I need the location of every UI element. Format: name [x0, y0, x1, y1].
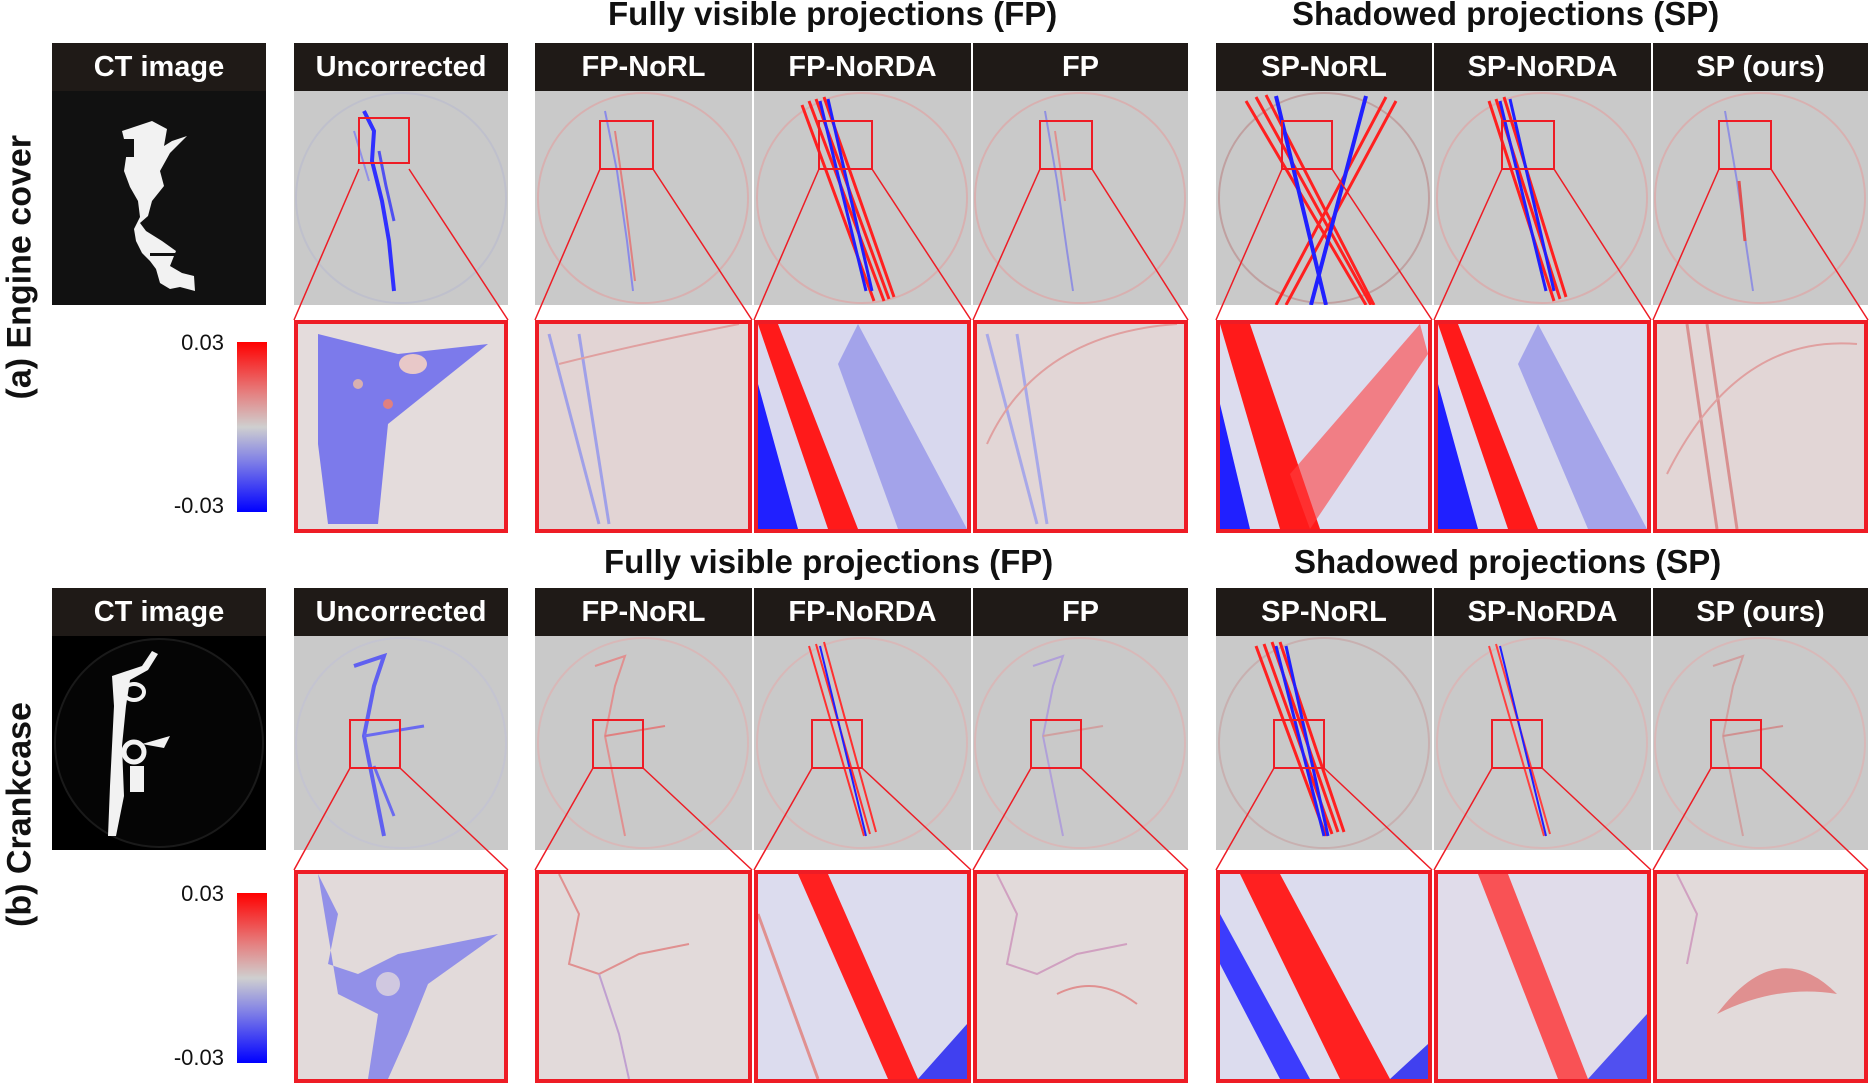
- col-header-fp-norl-a: FP-NoRL: [535, 43, 752, 91]
- panel-sp-ours-a: [1653, 91, 1868, 305]
- col-header-sp-norl-a: SP-NoRL: [1216, 43, 1432, 91]
- panel-sp-norl-a: [1216, 91, 1432, 305]
- col-header-sp-ours-b: SP (ours): [1653, 588, 1868, 636]
- zoom-sp-norda-b: [1434, 870, 1651, 1083]
- colorbar-min-label-a: -0.03: [173, 493, 224, 518]
- col-header-sp-norl-b: SP-NoRL: [1216, 588, 1432, 636]
- ct-shape-engine-cover: [122, 121, 195, 291]
- zoom-sp-norda-a: [1434, 320, 1651, 533]
- col-header-sp-norda-b: SP-NoRDA: [1434, 588, 1651, 636]
- zoom-fp-norl-a: [535, 320, 752, 533]
- ct-image-header-b: CT image: [52, 588, 266, 636]
- zoom-fp-norda-b: [754, 870, 971, 1083]
- col-header-sp-ours-a: SP (ours): [1653, 43, 1868, 91]
- ct-image-header-a: CT image: [52, 43, 266, 91]
- panel-sp-norda-b: [1434, 636, 1651, 850]
- row-label-crankcase: (b) Crankcase: [0, 702, 39, 927]
- group-title-fp-bottom: Fully visible projections (FP): [604, 543, 1054, 580]
- group-title-sp-top: Shadowed projections (SP): [1292, 0, 1720, 32]
- panel-uncorrected-b: [294, 636, 508, 850]
- zoom-uncorrected-b: [294, 870, 508, 1083]
- zoom-sp-norl-b: [1216, 870, 1432, 1083]
- col-header-fp-norda-b: FP-NoRDA: [754, 588, 971, 636]
- col-header-fp-b: FP: [973, 588, 1188, 636]
- panel-fp-b: [973, 636, 1188, 850]
- panel-uncorrected-a: [294, 91, 508, 305]
- zoom-fp-norl-b: [535, 870, 752, 1083]
- colorbar-max-label-b: 0.03: [181, 881, 224, 906]
- colorbar-max-label-a: 0.03: [181, 330, 224, 355]
- group-title-fp-top: Fully visible projections (FP): [608, 0, 1058, 32]
- colorbar-b: [237, 893, 267, 1063]
- col-header-uncorrected-a: Uncorrected: [294, 43, 508, 91]
- zoom-sp-ours-b: [1653, 870, 1868, 1083]
- panel-fp-norl-a: [535, 91, 752, 305]
- col-header-fp-norda-a: FP-NoRDA: [754, 43, 971, 91]
- col-header-fp-norl-b: FP-NoRL: [535, 588, 752, 636]
- zoom-fp-b: [973, 870, 1188, 1083]
- col-header-sp-norda-a: SP-NoRDA: [1434, 43, 1651, 91]
- panel-fp-norda-b: [754, 636, 971, 850]
- ct-image-engine-cover: [52, 91, 266, 305]
- colorbar-a: [237, 342, 267, 512]
- row-label-engine-cover: (a) Engine cover: [0, 134, 39, 400]
- zoom-uncorrected-a: [294, 320, 508, 533]
- col-header-uncorrected-b: Uncorrected: [294, 588, 508, 636]
- panel-fp-norda-a: [754, 91, 971, 305]
- zoom-fp-a: [973, 320, 1188, 533]
- panel-sp-ours-b: [1653, 636, 1868, 850]
- group-title-sp-bottom: Shadowed projections (SP): [1294, 543, 1722, 580]
- panel-fp-a: [973, 91, 1188, 305]
- zoom-fp-norda-a: [754, 320, 971, 533]
- col-header-fp-a: FP: [973, 43, 1188, 91]
- zoom-sp-norl-a: [1216, 320, 1432, 533]
- panel-sp-norl-b: [1216, 636, 1432, 850]
- colorbar-min-label-b: -0.03: [173, 1045, 224, 1070]
- ct-shape-crankcase: [54, 638, 264, 848]
- panel-sp-norda-a: [1434, 91, 1651, 305]
- panel-fp-norl-b: [535, 636, 752, 850]
- zoom-sp-ours-a: [1653, 320, 1868, 533]
- ct-image-crankcase: [52, 636, 266, 850]
